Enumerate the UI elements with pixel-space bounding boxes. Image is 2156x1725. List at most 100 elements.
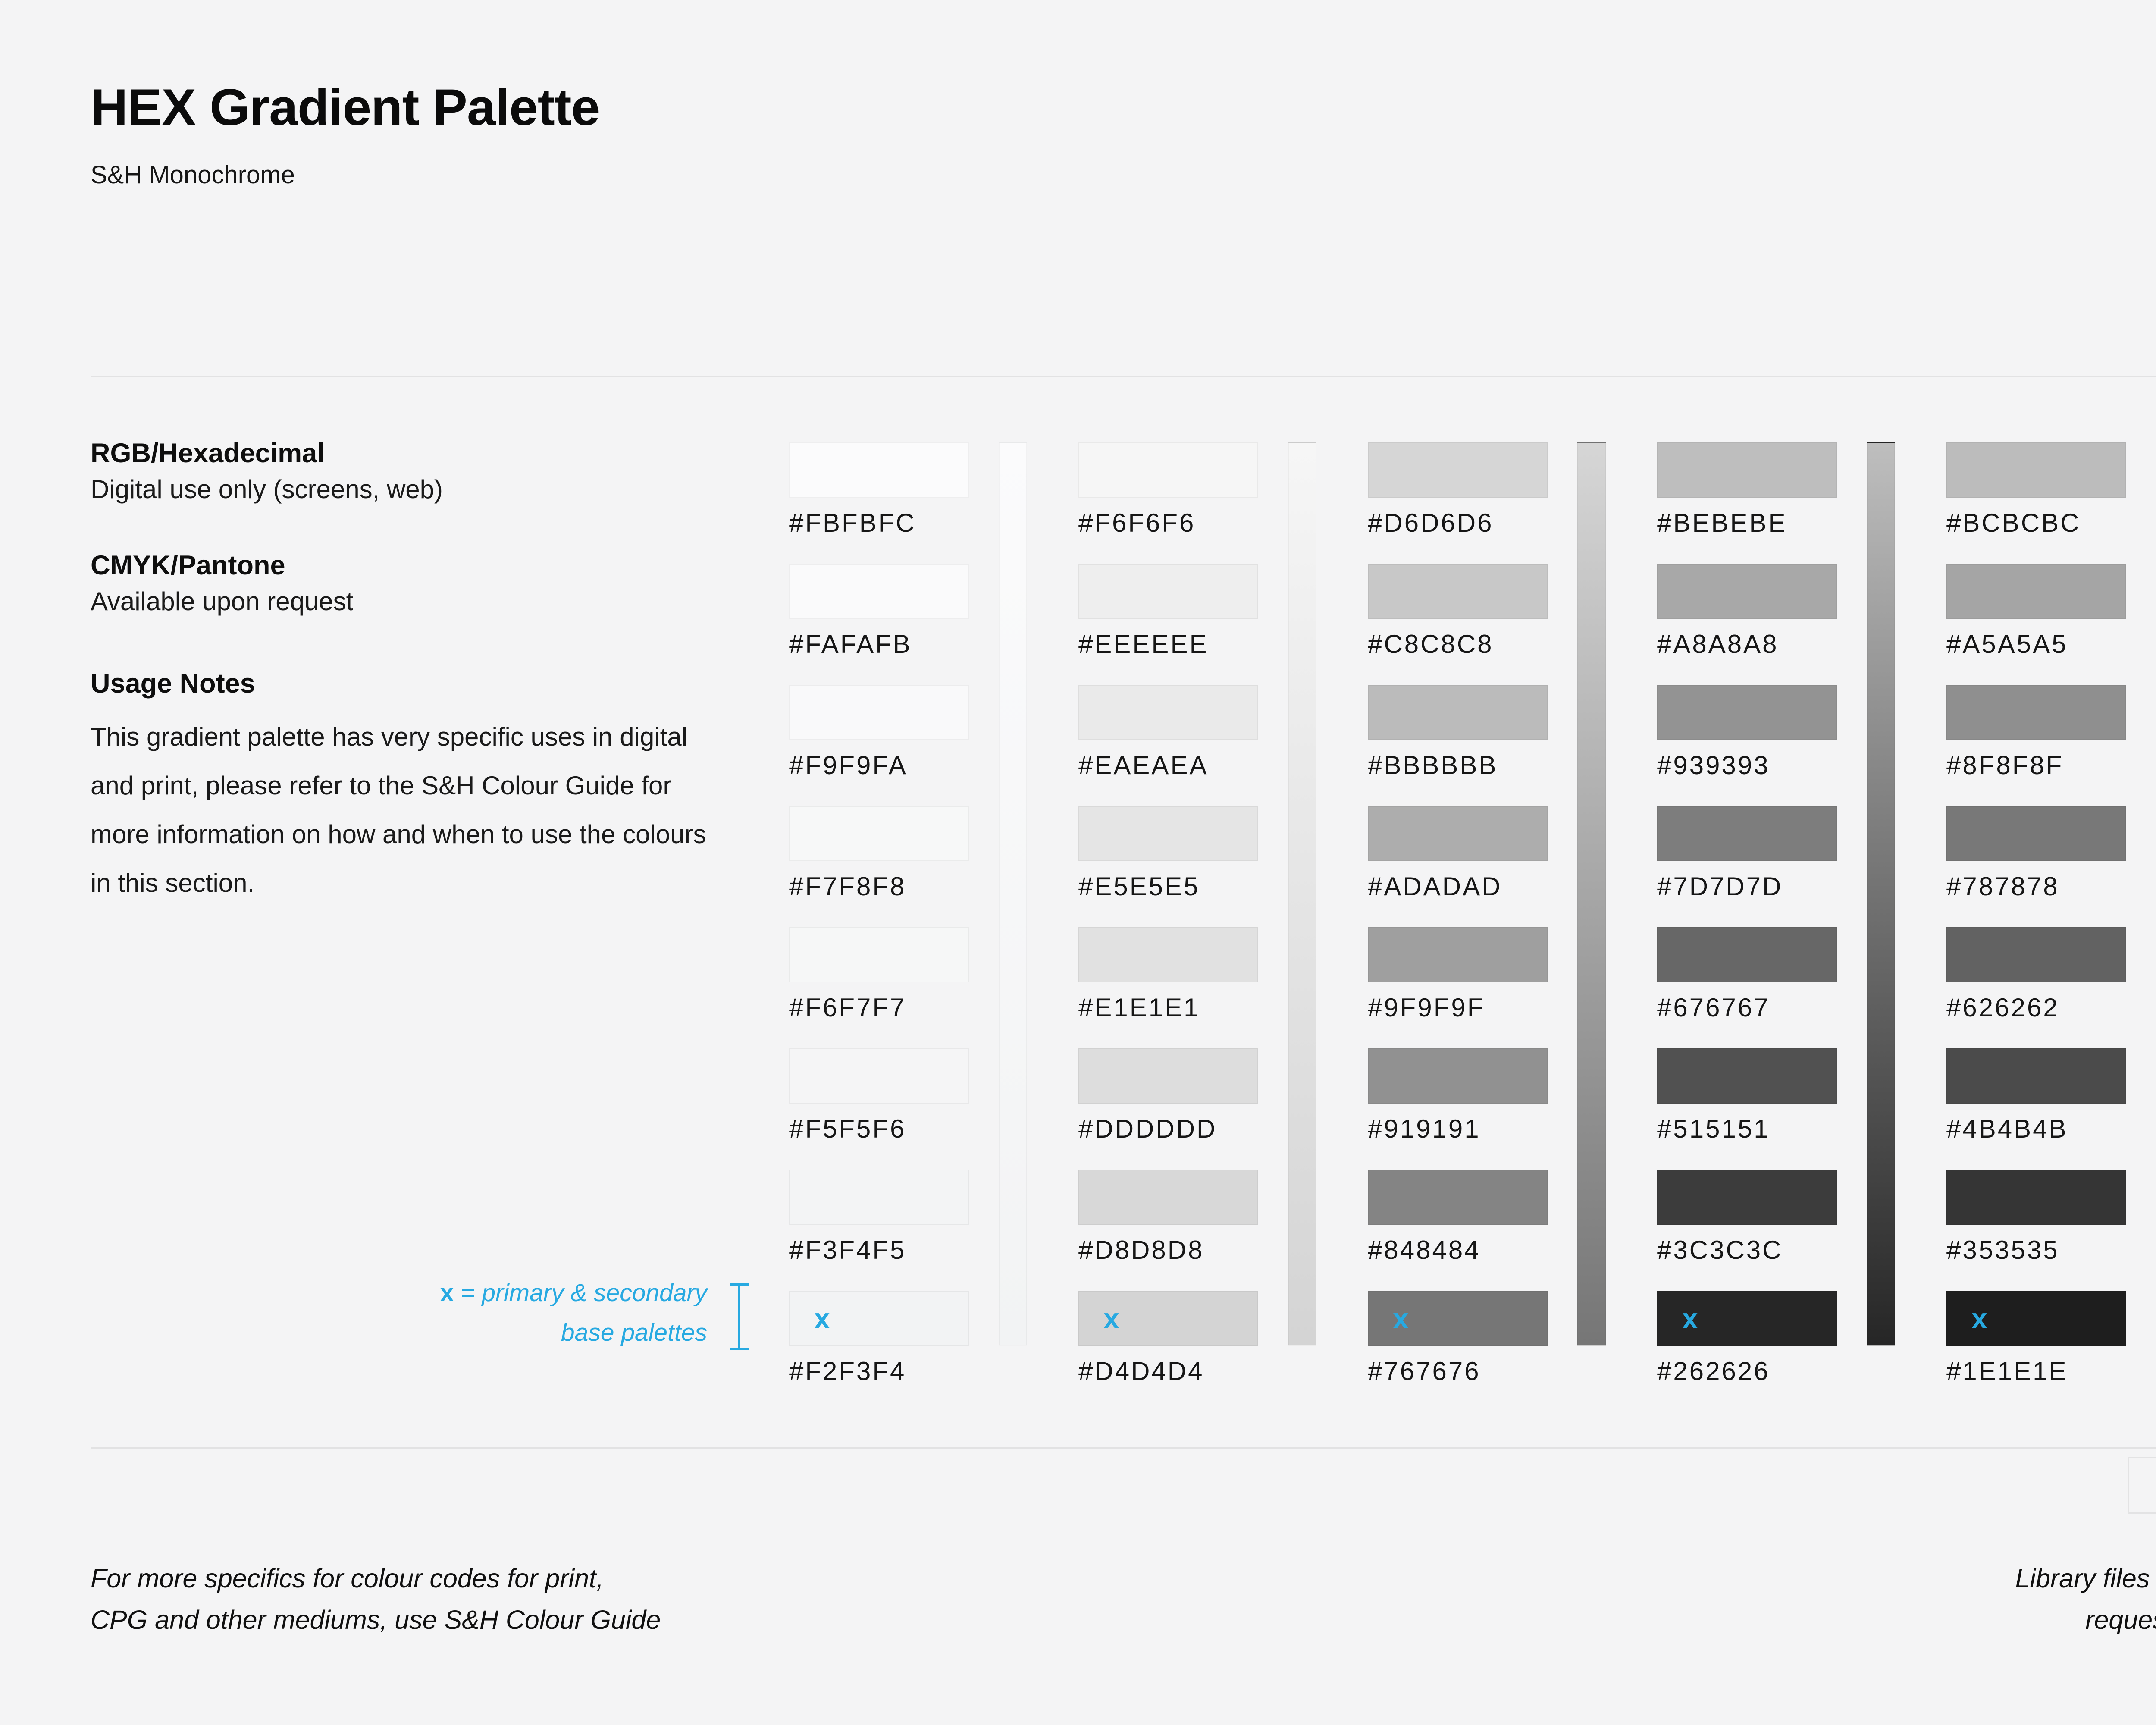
swatch xyxy=(1078,685,1258,740)
swatch xyxy=(1946,1170,2126,1225)
swatch xyxy=(1946,564,2126,619)
base-palette-x-marker: x xyxy=(814,1302,830,1334)
library-file-buttons: FIG ACO ACB xyxy=(2128,1457,2156,1514)
page-subtitle: S&H Monochrome xyxy=(91,161,295,189)
swatch xyxy=(789,927,969,982)
swatch-cell: #EAEAEA xyxy=(1078,685,1258,806)
swatch xyxy=(1657,927,1837,982)
gradient-bar xyxy=(1577,442,1606,1346)
swatch xyxy=(789,1048,969,1104)
swatch-cell: x #F2F3F4 xyxy=(789,1291,969,1412)
swatch-hex-label: #FAFAFB xyxy=(789,630,912,659)
base-palette-x-marker: x xyxy=(1103,1302,1119,1334)
swatch xyxy=(1657,1170,1837,1225)
swatch xyxy=(1368,927,1548,982)
top-divider xyxy=(91,376,2156,377)
footer-left-line1: For more specifics for colour codes for … xyxy=(91,1564,604,1593)
footer-note-left: For more specifics for colour codes for … xyxy=(91,1558,661,1640)
base-palette-x-marker: x xyxy=(1393,1302,1409,1334)
swatch-cell: #E5E5E5 xyxy=(1078,806,1258,927)
swatch-cell: #3C3C3C xyxy=(1657,1170,1837,1291)
footer-right-line2: request in brand folder and online. xyxy=(2085,1605,2156,1634)
palette-column-3: #D6D6D6 #C8C8C8 #BBBBBB #ADADAD #9F9F9F #9191… xyxy=(1368,442,1606,1412)
annotation-bracket-icon xyxy=(730,1283,749,1350)
swatch-hex-label: #676767 xyxy=(1657,993,1770,1022)
swatch-cell: #E1E1E1 xyxy=(1078,927,1258,1048)
swatch xyxy=(1368,1170,1548,1225)
spacer xyxy=(91,618,733,667)
info-column: RGB/Hexadecimal Digital use only (screen… xyxy=(91,436,733,907)
swatch-hex-label: #D6D6D6 xyxy=(1368,508,1494,537)
swatch xyxy=(1946,685,2126,740)
swatch-hex-label: #ADADAD xyxy=(1368,872,1502,901)
swatch-hex-label: #DDDDDD xyxy=(1078,1114,1217,1143)
swatch xyxy=(789,806,969,861)
swatch-hex-label: #787878 xyxy=(1946,872,2059,901)
swatch xyxy=(1368,685,1548,740)
swatch xyxy=(789,1170,969,1225)
swatch-cell: #F5F5F6 xyxy=(789,1048,969,1170)
palette-column-1: #FBFBFC #FAFAFB #F9F9FA #F7F8F8 #F6F7F7 #F5F5… xyxy=(789,442,1027,1412)
swatch-cell: #A8A8A8 xyxy=(1657,564,1837,685)
swatch-hex-label: #4B4B4B xyxy=(1946,1114,2068,1143)
swatch-hex-label: #7D7D7D xyxy=(1657,872,1783,901)
swatch-hex-label: #262626 xyxy=(1657,1357,1770,1386)
swatch xyxy=(1078,806,1258,861)
swatch-hex-label: #1E1E1E xyxy=(1946,1357,2068,1386)
swatch xyxy=(1078,1048,1258,1104)
swatch xyxy=(1078,927,1258,982)
swatch-cell: #FAFAFB xyxy=(789,564,969,685)
info-body-cmyk: Available upon request xyxy=(91,587,354,616)
swatch-cell: #353535 xyxy=(1946,1170,2126,1291)
footer-right-line1: Library files available for download upo… xyxy=(2015,1564,2156,1593)
swatch-cell: #787878 xyxy=(1946,806,2126,927)
swatch-cell: #BEBEBE xyxy=(1657,442,1837,564)
swatch: x xyxy=(789,1291,969,1346)
swatch-hex-label: #515151 xyxy=(1657,1114,1770,1143)
fig-download-button[interactable]: FIG xyxy=(2128,1457,2156,1514)
swatch xyxy=(1368,1048,1548,1104)
swatch-cell: #9F9F9F xyxy=(1368,927,1548,1048)
swatch xyxy=(1946,442,2126,498)
swatch-column: #FBFBFC #FAFAFB #F9F9FA #F7F8F8 #F6F7F7 #F5F5… xyxy=(789,442,969,1412)
swatch xyxy=(789,442,969,498)
swatch-hex-label: #A8A8A8 xyxy=(1657,630,1779,659)
swatch-hex-label: #EAEAEA xyxy=(1078,751,1209,780)
swatch-cell: #F3F4F5 xyxy=(789,1170,969,1291)
swatch-hex-label: #F6F6F6 xyxy=(1078,508,1196,537)
base-palette-x-marker: x xyxy=(1682,1302,1698,1334)
swatch-hex-label: #F5F5F6 xyxy=(789,1114,906,1143)
swatch-cell: #939393 xyxy=(1657,685,1837,806)
swatch xyxy=(789,685,969,740)
swatch-cell: #EEEEEE xyxy=(1078,564,1258,685)
swatch-hex-label: #BCBCBC xyxy=(1946,508,2081,537)
swatch xyxy=(1078,442,1258,498)
swatch xyxy=(1657,442,1837,498)
footer-note-right: Library files available for download upo… xyxy=(2015,1558,2156,1640)
swatch-cell: #F9F9FA xyxy=(789,685,969,806)
swatch-hex-label: #D8D8D8 xyxy=(1078,1236,1204,1264)
swatch xyxy=(1078,1170,1258,1225)
footer-left-line2: CPG and other mediums, use S&H Colour Gu… xyxy=(91,1605,661,1634)
swatch-hex-label: #626262 xyxy=(1946,993,2059,1022)
swatch xyxy=(1368,806,1548,861)
swatch-cell: #C8C8C8 xyxy=(1368,564,1548,685)
gradient-bar xyxy=(1288,442,1316,1346)
gradient-bar xyxy=(1867,442,1895,1346)
swatch: x xyxy=(1946,1291,2126,1346)
swatch-hex-label: #F3F4F5 xyxy=(789,1236,906,1264)
gradient-bar xyxy=(999,442,1027,1346)
page-title: HEX Gradient Palette xyxy=(91,78,600,136)
swatch xyxy=(1657,564,1837,619)
base-palette-annotation: x = primary & secondary base palettes xyxy=(91,1273,707,1352)
swatch-cell: #F6F7F7 xyxy=(789,927,969,1048)
swatch xyxy=(1946,927,2126,982)
swatch-hex-label: #8F8F8F xyxy=(1946,751,2064,780)
info-body-rgb: Digital use only (screens, web) xyxy=(91,475,443,504)
swatch xyxy=(1657,806,1837,861)
swatch-hex-label: #C8C8C8 xyxy=(1368,630,1494,659)
info-heading-cmyk: CMYK/Pantone xyxy=(91,550,285,580)
swatch-cell: #515151 xyxy=(1657,1048,1837,1170)
swatch-cell: #F6F6F6 xyxy=(1078,442,1258,564)
